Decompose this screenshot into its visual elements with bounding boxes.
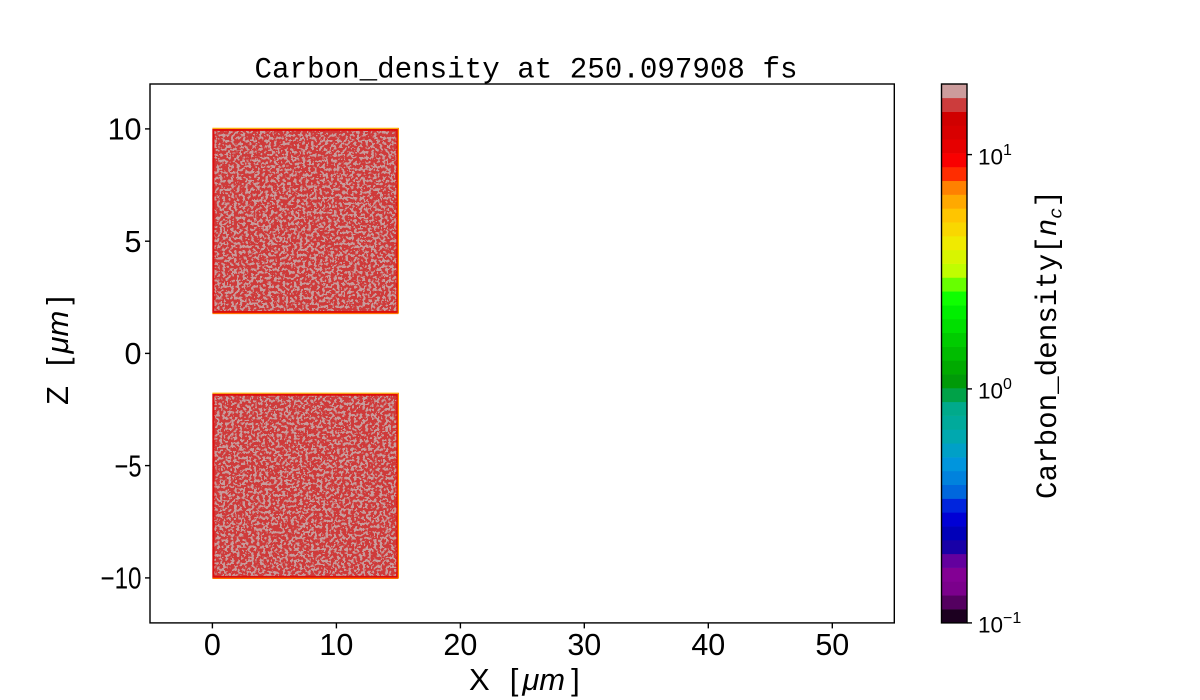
svg-text:Z[μm]: Z[μm] [40, 296, 75, 405]
svg-text:5: 5 [125, 225, 142, 259]
svg-text:101: 101 [978, 142, 1012, 170]
svg-text:10−1: 10−1 [978, 610, 1021, 638]
svg-text:100: 100 [978, 376, 1012, 404]
svg-text:50: 50 [815, 628, 849, 662]
svg-text:−10: −10 [101, 562, 142, 596]
svg-text:0: 0 [125, 337, 142, 371]
svg-text:20: 20 [443, 628, 477, 662]
svg-text:10: 10 [108, 113, 142, 147]
svg-text:0: 0 [204, 628, 221, 662]
svg-text:10: 10 [319, 628, 353, 662]
svg-text:Carbon_density at 250.097908 f: Carbon_density at 250.097908 fs [255, 54, 798, 87]
svg-text:−5: −5 [115, 449, 142, 483]
svg-text:X[μm]: X[μm] [469, 662, 580, 697]
svg-text:30: 30 [567, 628, 601, 662]
svg-text:Carbon_density[nc]: Carbon_density[nc] [1032, 190, 1068, 499]
svg-text:40: 40 [691, 628, 725, 662]
